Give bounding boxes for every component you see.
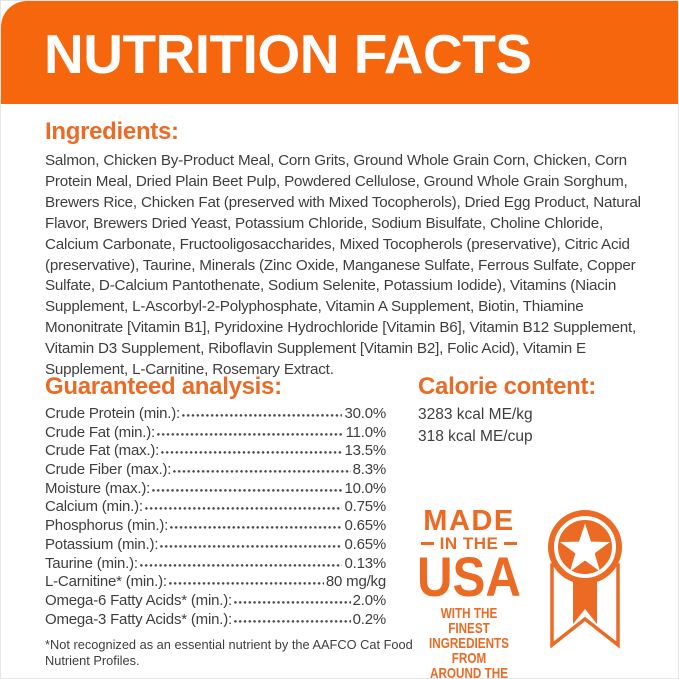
analysis-row: Omega-6 Fatty Acids* (min.): 2.0% — [45, 592, 386, 611]
calorie-content-values: 3283 kcal ME/kg 318 kcal ME/cup — [418, 404, 533, 447]
analysis-row-label: Calcium (min.): — [45, 498, 143, 516]
analysis-row: Calcium (min.): 0.75% — [45, 498, 386, 517]
usa-tagline-line: WITH THE FINEST — [440, 605, 498, 637]
usa-tagline-line: AROUND THE WORLD — [430, 665, 508, 679]
analysis-row-label: Moisture (max.): — [45, 479, 151, 497]
guaranteed-analysis-heading: Guaranteed analysis: — [45, 373, 282, 400]
analysis-row-label: L-Carnitine* (min.): — [45, 573, 167, 591]
analysis-row: Crude Fat (min.): 11.0% — [45, 424, 386, 443]
usa-made-text: MADE — [423, 505, 515, 537]
analysis-row-value: 0.65% — [344, 517, 386, 535]
analysis-row: Taurine (min.): 0.13% — [45, 555, 386, 574]
analysis-row: L-Carnitine* (min.): 80 mg/kg — [45, 573, 386, 592]
analysis-row-value: 80 mg/kg — [325, 573, 386, 591]
usa-tagline-line: INGREDIENTS FROM — [429, 635, 509, 667]
ingredients-heading: Ingredients: — [45, 118, 179, 145]
analysis-footnote: *Not recognized as an essential nutrient… — [45, 637, 413, 668]
analysis-row-label: Crude Protein (min.): — [45, 405, 181, 422]
analysis-row: Potassium (min.): 0.65% — [45, 536, 386, 555]
analysis-row-value: 13.5% — [344, 442, 386, 460]
analysis-row: Crude Fiber (max.): 8.3% — [45, 461, 386, 480]
analysis-row: Crude Protein (min.): 30.0% — [45, 405, 386, 424]
analysis-row-label: Crude Fat (min.): — [45, 423, 155, 441]
analysis-row-label: Crude Fiber (max.): — [45, 461, 172, 479]
analysis-row-value: 0.75% — [344, 498, 386, 516]
analysis-row-value: 30.0% — [344, 405, 386, 422]
calorie-content-heading: Calorie content: — [418, 373, 596, 400]
analysis-row-value: 8.3% — [352, 461, 387, 479]
analysis-row-label: Phosphorus (min.): — [45, 517, 169, 535]
analysis-row: Moisture (max.): 10.0% — [45, 480, 386, 499]
header-banner: NUTRITION FACTS — [1, 1, 678, 104]
guaranteed-analysis-table: Crude Protein (min.): 30.0% Crude Fat (m… — [45, 405, 386, 629]
usa-usa-text: USA — [416, 545, 522, 608]
made-in-usa-badge: MADE IN THE USA WITH THE FINEST INGREDIE… — [405, 505, 533, 679]
analysis-row: Omega-3 Fatty Acids* (min.): 0.2% — [45, 611, 386, 630]
star-ribbon-icon — [548, 510, 622, 649]
calorie-line: 318 kcal ME/cup — [418, 427, 533, 445]
usa-in-the-text: IN THE — [405, 534, 533, 553]
page-title: NUTRITION FACTS — [44, 22, 532, 85]
analysis-row-value: 0.2% — [352, 610, 387, 628]
analysis-row-value: 0.13% — [344, 554, 386, 572]
analysis-row-label: Crude Fat (max.): — [45, 442, 160, 460]
analysis-row-label: Potassium (min.): — [45, 535, 159, 553]
analysis-row-value: 11.0% — [345, 423, 387, 441]
analysis-row: Phosphorus (min.): 0.65% — [45, 517, 386, 536]
analysis-row-label: Taurine (min.): — [45, 554, 138, 572]
calorie-line: 3283 kcal ME/kg — [418, 406, 533, 423]
analysis-row-label: Omega-3 Fatty Acids* (min.): — [45, 610, 232, 628]
analysis-row-value: 0.65% — [344, 535, 386, 553]
usa-tagline: WITH THE FINEST INGREDIENTS FROM AROUND … — [419, 605, 519, 679]
usa-in-the-label: IN THE — [439, 534, 499, 553]
ingredients-text: Salmon, Chicken By-Product Meal, Corn Gr… — [45, 152, 641, 379]
analysis-row: Crude Fat (max.): 13.5% — [45, 442, 386, 461]
analysis-row-label: Omega-6 Fatty Acids* (min.): — [45, 591, 232, 609]
analysis-row-value: 10.0% — [344, 479, 386, 497]
analysis-row-value: 2.0% — [352, 591, 387, 609]
